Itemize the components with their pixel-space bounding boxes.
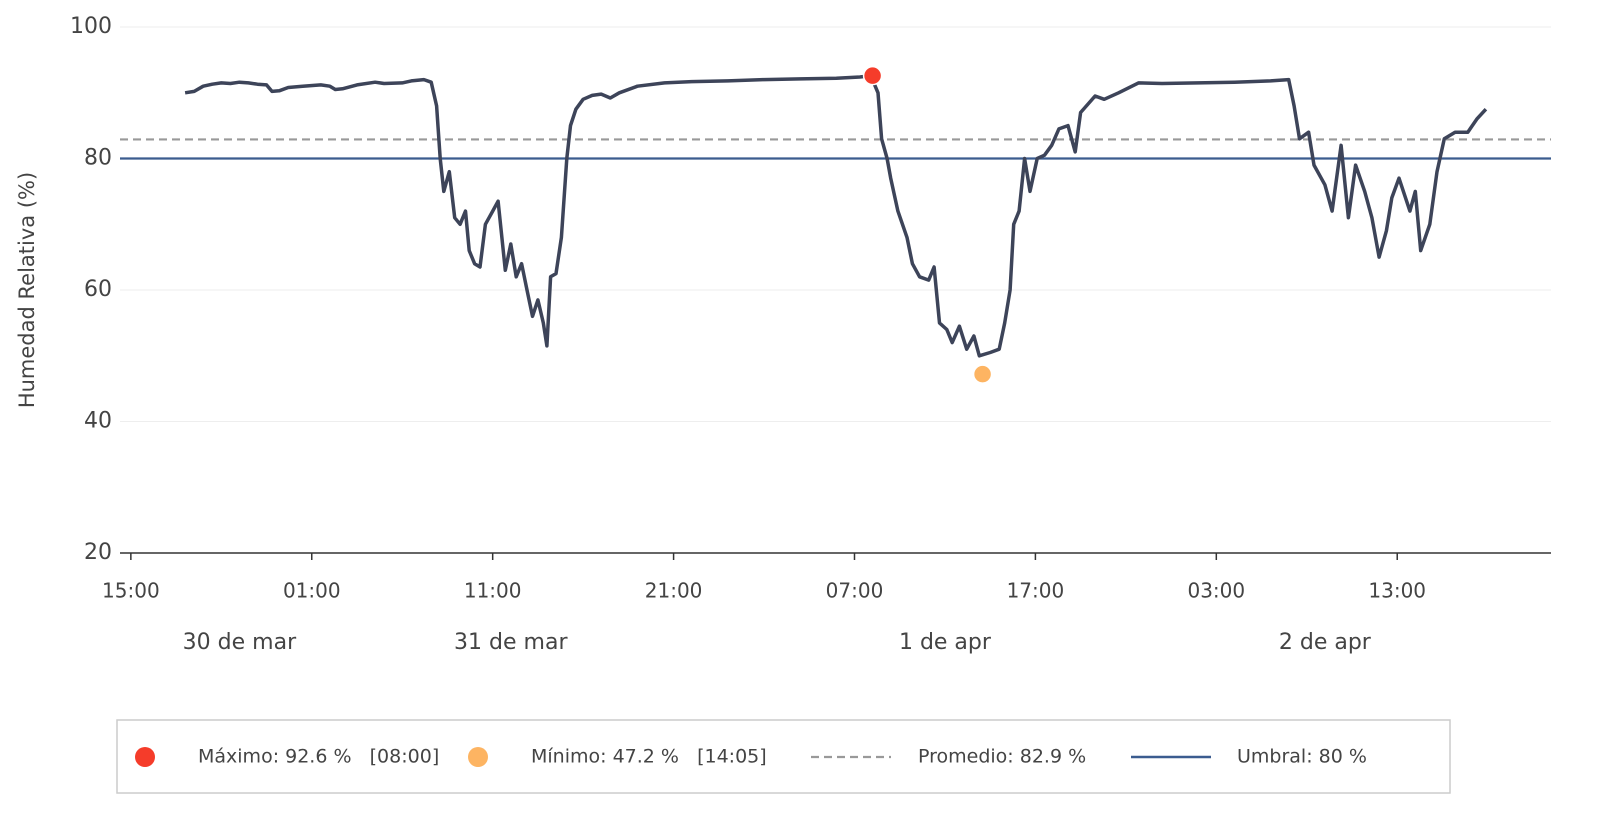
x-tick-label: 03:00 — [1187, 579, 1245, 603]
series-line — [184, 73, 1488, 358]
legend-box — [116, 719, 1451, 794]
x-tick-label: 21:00 — [645, 579, 703, 603]
x-tick-label: 07:00 — [826, 579, 884, 603]
legend-label: Máximo: 92.6 % [08:00] — [198, 746, 439, 768]
x-tick-label: 17:00 — [1007, 579, 1065, 603]
y-tick-label: 40 — [84, 409, 112, 434]
x-tick-label: 11:00 — [464, 579, 522, 603]
min-point — [972, 364, 993, 384]
max-point — [862, 65, 883, 86]
x-tick-label: 15:00 — [102, 579, 160, 603]
x-tick-label: 13:00 — [1368, 579, 1426, 603]
legend-label: Umbral: 80 % — [1237, 746, 1367, 768]
legend-symbol — [135, 747, 155, 767]
date-label: 30 de mar — [183, 630, 297, 655]
date-label: 31 de mar — [454, 630, 568, 655]
legend-label: Promedio: 82.9 % — [918, 746, 1086, 768]
y-axis-label: Humedad Relativa (%) — [15, 172, 39, 408]
y-tick-label: 20 — [84, 540, 112, 565]
legend-label: Mínimo: 47.2 % [14:05] — [531, 746, 767, 768]
y-tick-label: 100 — [70, 14, 112, 39]
y-tick-label: 80 — [84, 146, 112, 171]
date-label: 1 de apr — [899, 630, 992, 655]
legend-symbol — [468, 747, 488, 767]
date-label: 2 de apr — [1279, 630, 1372, 655]
y-tick-label: 60 — [84, 277, 112, 302]
x-tick-label: 01:00 — [283, 579, 341, 603]
